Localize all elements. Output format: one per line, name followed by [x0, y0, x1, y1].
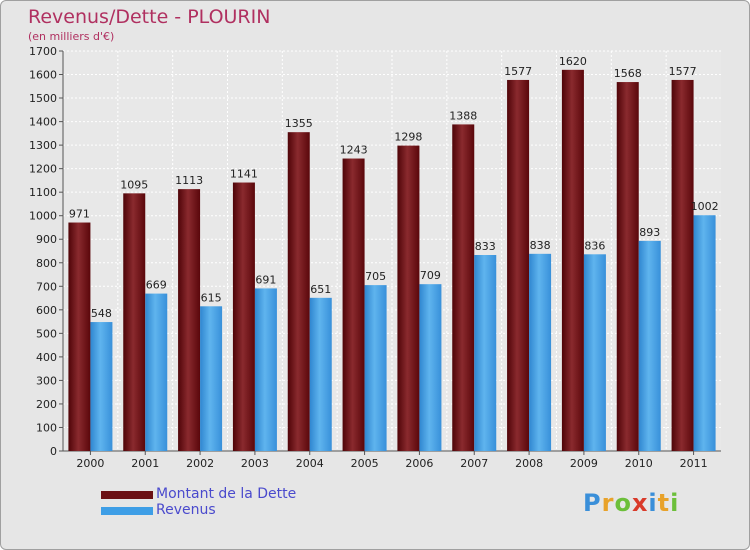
bar-revenus	[583, 254, 606, 451]
x-tick-label: 2003	[241, 457, 269, 470]
bar-dette	[671, 79, 694, 452]
bar-dette-value-label: 1577	[504, 65, 532, 78]
y-tick-label: 1400	[29, 116, 57, 129]
logo-letter: o	[614, 489, 632, 517]
bar-revenus-value-label: 836	[584, 239, 605, 252]
x-tick-label: 2008	[515, 457, 543, 470]
bar-dette-value-label: 1141	[230, 168, 258, 181]
bar-revenus	[90, 322, 113, 451]
bar-revenus	[309, 297, 332, 451]
bar-revenus-value-label: 691	[255, 273, 276, 286]
y-tick-label: 300	[36, 374, 57, 387]
y-tick-label: 200	[36, 398, 57, 411]
bar-revenus	[419, 284, 442, 451]
bar-revenus	[529, 253, 552, 451]
x-tick-label: 2011	[680, 457, 708, 470]
bar-revenus-value-label: 548	[91, 307, 112, 320]
bar-revenus-value-label: 669	[146, 279, 167, 292]
legend-swatch-dette	[101, 491, 153, 499]
bar-revenus	[638, 240, 661, 451]
bar-dette	[397, 145, 420, 451]
chart-subtitle: (en milliers d'€)	[28, 30, 115, 43]
bar-revenus	[254, 288, 277, 451]
bar-dette-value-label: 1568	[614, 67, 642, 80]
bar-dette	[507, 79, 530, 452]
y-tick-label: 0	[50, 445, 57, 458]
x-tick-label: 2004	[296, 457, 324, 470]
logo-letter: i	[648, 489, 658, 517]
bar-revenus	[145, 293, 168, 451]
y-tick-label: 500	[36, 327, 57, 340]
bar-dette	[68, 222, 91, 451]
x-tick-label: 2007	[460, 457, 488, 470]
bar-revenus-value-label: 709	[420, 269, 441, 282]
bar-dette-value-label: 1577	[669, 65, 697, 78]
bar-revenus-value-label: 1002	[691, 200, 719, 213]
bar-revenus-value-label: 893	[639, 226, 660, 239]
x-tick-label: 2001	[131, 457, 159, 470]
bar-dette-value-label: 1095	[120, 178, 148, 191]
legend-label-revenus: Revenus	[156, 502, 216, 518]
y-tick-label: 1200	[29, 163, 57, 176]
legend-label-dette: Montant de la Dette	[156, 486, 297, 502]
bar-dette-value-label: 971	[69, 208, 90, 221]
bar-dette-value-label: 1355	[285, 117, 313, 130]
bar-dette-value-label: 1243	[340, 144, 368, 157]
bar-revenus-value-label: 651	[310, 283, 331, 296]
y-tick-label: 1300	[29, 139, 57, 152]
y-tick-label: 400	[36, 351, 57, 364]
chart-title: Revenus/Dette - PLOURIN	[28, 6, 271, 28]
bar-revenus-value-label: 833	[475, 240, 496, 253]
logo-letter: t	[657, 489, 671, 517]
logo-letter: P	[583, 489, 602, 517]
bar-revenus	[474, 255, 497, 451]
legend-swatch-revenus	[101, 507, 153, 515]
bar-dette-value-label: 1388	[449, 109, 477, 122]
y-tick-label: 1600	[29, 69, 57, 82]
bar-dette-value-label: 1298	[394, 131, 422, 144]
y-tick-label: 1000	[29, 210, 57, 223]
bar-dette	[287, 132, 310, 452]
bar-revenus	[364, 285, 387, 451]
bar-revenus-value-label: 838	[530, 239, 551, 252]
bar-revenus	[200, 306, 223, 451]
y-tick-label: 1700	[29, 45, 57, 58]
bar-dette	[178, 189, 201, 451]
y-tick-label: 800	[36, 257, 57, 270]
bar-dette	[561, 69, 584, 451]
x-tick-label: 2009	[570, 457, 598, 470]
bar-dette	[452, 124, 475, 451]
y-tick-label: 1100	[29, 186, 57, 199]
bar-dette-value-label: 1113	[175, 174, 203, 187]
bar-revenus-value-label: 615	[201, 291, 222, 304]
bar-dette	[616, 82, 639, 451]
logo-letter: r	[601, 489, 615, 517]
y-tick-label: 900	[36, 233, 57, 246]
logo-letter: x	[631, 489, 649, 517]
y-tick-label: 700	[36, 280, 57, 293]
x-tick-label: 2006	[405, 457, 433, 470]
x-tick-label: 2002	[186, 457, 214, 470]
x-tick-label: 2000	[76, 457, 104, 470]
bar-dette	[232, 182, 255, 451]
x-tick-label: 2010	[625, 457, 653, 470]
proxiti-logo: Proxiti	[583, 489, 679, 517]
bar-dette	[342, 158, 365, 451]
bar-revenus-value-label: 705	[365, 270, 386, 283]
bar-dette-value-label: 1620	[559, 55, 587, 68]
y-tick-label: 1500	[29, 92, 57, 105]
y-tick-label: 100	[36, 421, 57, 434]
bar-revenus	[693, 215, 716, 451]
x-tick-label: 2005	[351, 457, 379, 470]
y-tick-label: 600	[36, 304, 57, 317]
logo-letter: i	[670, 489, 680, 517]
bar-dette	[123, 193, 146, 451]
